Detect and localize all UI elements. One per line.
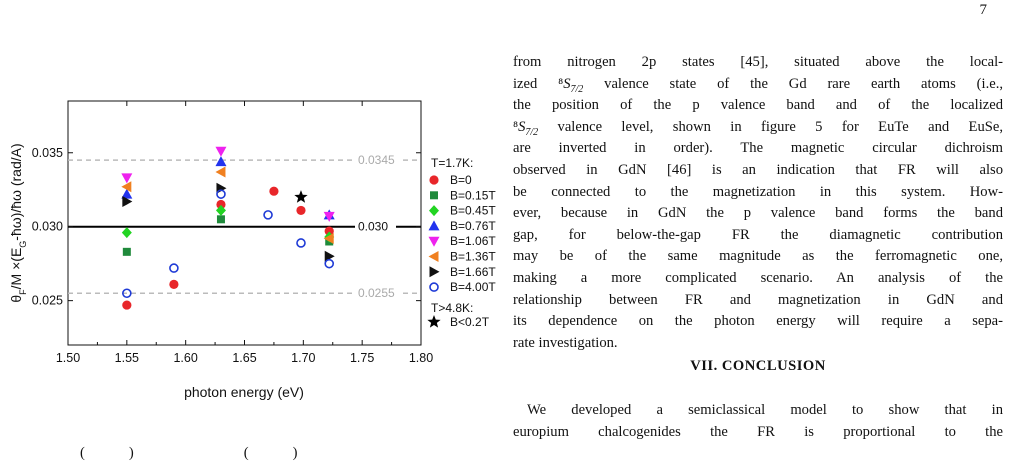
data-point bbox=[294, 190, 308, 203]
text-line: We developed a semiclassical model to sh… bbox=[527, 402, 1003, 419]
data-point bbox=[169, 263, 179, 273]
x-tick-label: 1.55 bbox=[115, 351, 139, 365]
data-point bbox=[122, 247, 131, 256]
data-point bbox=[216, 215, 225, 224]
legend-header: T=1.7K: bbox=[431, 156, 473, 170]
data-point bbox=[169, 279, 179, 289]
text-line: ⁸S7/2 valence level, shown in figure 5 f… bbox=[513, 118, 1003, 138]
text-line: are inverted in order). The magnetic cir… bbox=[513, 140, 1003, 157]
data-point bbox=[121, 227, 132, 239]
data-point bbox=[215, 204, 226, 216]
x-tick-label: 1.50 bbox=[56, 351, 80, 365]
caption-paren-close-2: ) bbox=[292, 445, 298, 461]
data-point bbox=[215, 166, 226, 178]
data-point bbox=[216, 199, 226, 210]
text-line: its dependence on the photon energy will… bbox=[513, 313, 1003, 330]
legend-label: B=1.66T bbox=[450, 265, 496, 279]
caption-paren-open-1: ( bbox=[80, 445, 85, 461]
data-point bbox=[323, 233, 334, 245]
data-point bbox=[324, 250, 335, 262]
scatter-chart: 0.0345 0.030 0.0255 1.50 1.55 1.60 1.65 1.70 1.… bbox=[8, 100, 496, 400]
paragraph-conclusion: We developed a semiclassical model to sh… bbox=[513, 400, 1003, 443]
text-line: europium chalcogenides the FR is proport… bbox=[513, 423, 1003, 440]
caption-paren-open-2: ( bbox=[243, 445, 249, 461]
text-line: ever, because in GdN the p valence band … bbox=[513, 205, 1003, 222]
data-point bbox=[122, 288, 132, 299]
legend-header: T>4.8K: bbox=[431, 301, 473, 315]
legend-marker bbox=[428, 220, 440, 231]
data-point bbox=[269, 186, 279, 196]
data-point bbox=[324, 258, 335, 269]
x-tick-label: 1.65 bbox=[232, 351, 256, 365]
data-point bbox=[122, 196, 133, 208]
reference-line-label: 0.0255 bbox=[358, 286, 395, 300]
section-heading: VII. CONCLUSION bbox=[690, 358, 826, 375]
y-axis-title: θF/M ×(EG-ħω)/ħω (rad/A) bbox=[8, 143, 28, 302]
data-point bbox=[323, 211, 335, 222]
legend-label: B=0.76T bbox=[450, 219, 496, 233]
legend-marker bbox=[428, 236, 440, 247]
data-point bbox=[263, 210, 273, 220]
reference-line-label: 0.030 bbox=[358, 220, 388, 234]
text-line: rate investigation. bbox=[513, 334, 618, 351]
legend-label: B=4.00T bbox=[450, 280, 496, 294]
legend-label: B<0.2T bbox=[450, 315, 490, 329]
text-line: gap, for below-the-gap FR the diamagneti… bbox=[513, 226, 1003, 243]
x-tick-label: 1.70 bbox=[291, 351, 315, 365]
data-point bbox=[324, 226, 334, 236]
legend-marker bbox=[429, 205, 439, 217]
y-tick-label: 0.025 bbox=[32, 294, 63, 308]
legend-label: B=1.06T bbox=[450, 234, 496, 248]
y-tick-label: 0.030 bbox=[32, 220, 63, 234]
text-line: relationship between FR and magnetizatio… bbox=[513, 291, 1003, 308]
caption-paren-close-1: ) bbox=[128, 445, 134, 461]
x-tick-label: 1.60 bbox=[173, 351, 197, 365]
text-line: be connected to the magnetization in thi… bbox=[513, 183, 1003, 200]
legend-label: B=0 bbox=[450, 173, 472, 187]
data-point bbox=[215, 156, 227, 167]
legend-marker bbox=[427, 315, 441, 328]
text-line: observed in GdN [46] is an indication th… bbox=[513, 161, 1003, 178]
figure: 0.0345 0.030 0.0255 1.50 1.55 1.60 1.65 1.70 1.… bbox=[0, 0, 500, 474]
legend-label: B=1.36T bbox=[450, 250, 496, 264]
data-point bbox=[122, 300, 132, 310]
data-point bbox=[215, 146, 227, 157]
data-point bbox=[121, 188, 133, 199]
legend-label: B=0.15T bbox=[450, 188, 496, 202]
data-point bbox=[296, 238, 306, 248]
text-line: the position of the p valence band and o… bbox=[513, 97, 1003, 114]
data-point bbox=[121, 173, 133, 184]
legend-marker bbox=[430, 191, 438, 200]
text-line: may be of the same magnitude as the ferr… bbox=[513, 248, 1003, 265]
reference-line-label: 0.0345 bbox=[358, 153, 395, 167]
x-tick-label: 1.80 bbox=[409, 351, 433, 365]
data-point bbox=[121, 181, 132, 193]
page-number: 7 bbox=[979, 2, 988, 18]
data-point bbox=[216, 189, 226, 199]
legend-marker bbox=[429, 175, 439, 185]
legend-marker bbox=[428, 251, 439, 262]
text-column: from nitrogen 2p states [45], situated a… bbox=[513, 52, 1003, 444]
x-axis-title: photon energy (eV) bbox=[184, 384, 304, 400]
legend-marker bbox=[429, 282, 439, 292]
x-tick-label: 1.75 bbox=[350, 351, 374, 365]
legend-marker bbox=[429, 266, 440, 278]
legend-label: B=0.45T bbox=[450, 204, 496, 218]
y-tick-label: 0.035 bbox=[32, 146, 63, 160]
text-line: making a more complicated scenario. An a… bbox=[513, 269, 1003, 286]
data-point bbox=[296, 205, 306, 216]
figure-caption-fragment: () () bbox=[80, 445, 500, 462]
text-line: ized ⁸S7/2 valence state of the Gd rare … bbox=[513, 75, 1003, 95]
text-line: from nitrogen 2p states [45], situated a… bbox=[513, 54, 1003, 70]
paragraph-gdn: from nitrogen 2p states [45], situated a… bbox=[513, 52, 1003, 354]
